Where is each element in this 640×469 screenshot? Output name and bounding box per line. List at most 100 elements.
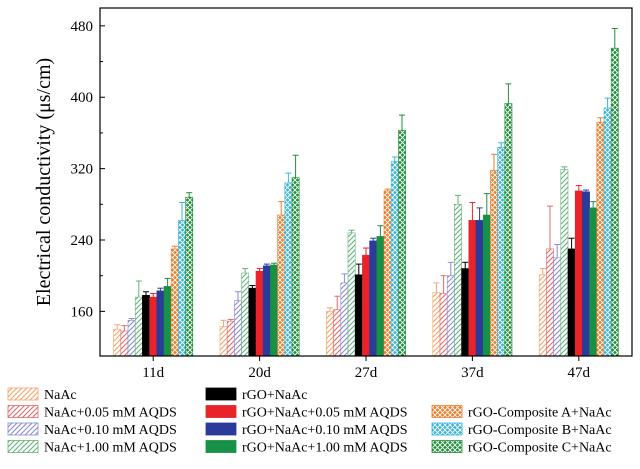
error-bar-rgo-naac-1-00-mm-aqds-47d bbox=[590, 201, 597, 208]
error-bar-rgo-composite-a-naac-27d bbox=[384, 188, 391, 191]
error-bar-rgo-composite-c-naac-37d bbox=[505, 83, 512, 104]
axis-layer: 11d 20d 27d 37d 47d 160 240 320 400 480 Electrical… bbox=[33, 7, 633, 381]
bar-rgo-composite-b-naac-37d bbox=[497, 146, 506, 357]
error-bar-naac-20d bbox=[220, 319, 227, 327]
legend-item-rgo-naac: rGO+NaAc bbox=[205, 387, 307, 403]
y-tick-label-400: 400 bbox=[71, 90, 94, 106]
legend-label-rgo-composite-a-naac: rGO-Composite A+NaAc bbox=[468, 406, 612, 421]
bar-rgo-naac-47d bbox=[567, 248, 576, 357]
bar-rgo-composite-b-naac-20d bbox=[284, 182, 293, 357]
bar-naac-1-00-mm-aqds-37d bbox=[454, 204, 462, 357]
bar-rgo-composite-b-naac-47d bbox=[603, 107, 612, 357]
error-bar-rgo-naac-20d bbox=[249, 285, 256, 289]
bar-naac-27d bbox=[326, 311, 334, 357]
legend-item-naac: NaAc bbox=[7, 387, 77, 403]
error-bar-rgo-composite-b-naac-11d bbox=[179, 202, 185, 221]
error-bar-naac-0-05-mm-aqds-47d bbox=[547, 205, 553, 249]
error-bar-rgo-composite-a-naac-20d bbox=[278, 201, 285, 216]
bar-rgo-naac-1-00-mm-aqds-37d bbox=[482, 214, 491, 357]
bar-rgo-composite-a-naac-27d bbox=[383, 190, 392, 357]
bar-rgo-naac-0-10-mm-aqds-47d bbox=[582, 191, 590, 357]
legend-swatch-naac-0-05-mm-aqds bbox=[7, 405, 39, 418]
error-bar-rgo-composite-c-naac-47d bbox=[611, 28, 618, 49]
error-bar-naac-0-10-mm-aqds-20d bbox=[235, 291, 241, 301]
bar-rgo-naac-1-00-mm-aqds-47d bbox=[589, 207, 598, 357]
legend-label-rgo-naac-0-10-mm-aqds: rGO+NaAc+0.10 mM AQDS bbox=[242, 423, 408, 438]
error-bar-naac-11d bbox=[114, 324, 121, 330]
error-bar-rgo-naac-1-00-mm-aqds-20d bbox=[271, 262, 277, 265]
x-tick-label-47d: 47d bbox=[568, 365, 591, 381]
error-bar-rgo-naac-0-05-mm-aqds-27d bbox=[363, 247, 369, 256]
legend-swatch-naac-0-10-mm-aqds bbox=[7, 422, 39, 436]
bar-naac-0-10-mm-aqds-37d bbox=[446, 275, 455, 357]
error-bar-rgo-naac-0-10-mm-aqds-27d bbox=[370, 237, 377, 241]
error-bar-naac-0-05-mm-aqds-11d bbox=[121, 325, 128, 332]
error-bar-naac-27d bbox=[327, 307, 333, 312]
bar-rgo-naac-0-05-mm-aqds-47d bbox=[574, 190, 583, 357]
error-bar-naac-37d bbox=[433, 282, 440, 293]
bar-rgo-naac-1-00-mm-aqds-20d bbox=[270, 264, 278, 357]
bar-rgo-naac-0-10-mm-aqds-11d bbox=[156, 290, 165, 357]
legend-swatch-rgo-naac bbox=[205, 387, 237, 401]
error-bar-naac-0-05-mm-aqds-20d bbox=[227, 318, 234, 322]
bar-rgo-naac-0-10-mm-aqds-27d bbox=[369, 240, 378, 357]
error-bar-rgo-naac-0-10-mm-aqds-47d bbox=[583, 189, 589, 192]
legend-item-naac-0-05-mm-aqds: NaAc+0.05 mM AQDS bbox=[7, 405, 177, 421]
legend-label-rgo-naac-0-05-mm-aqds: rGO+NaAc+0.05 mM AQDS bbox=[242, 406, 408, 421]
y-tick-label-160: 160 bbox=[71, 304, 94, 320]
legend-label-naac-0-05-mm-aqds: NaAc+0.05 mM AQDS bbox=[44, 406, 177, 421]
legend-swatch-rgo-composite-b-naac bbox=[431, 422, 463, 436]
legend-swatch-rgo-composite-c-naac bbox=[431, 440, 463, 453]
error-bar-rgo-composite-c-naac-27d bbox=[399, 114, 405, 131]
legend-label-rgo-composite-c-naac: rGO-Composite C+NaAc bbox=[468, 441, 612, 456]
bar-rgo-composite-a-naac-11d bbox=[170, 248, 179, 357]
bar-naac-37d bbox=[432, 292, 441, 357]
error-bar-rgo-naac-47d bbox=[568, 237, 575, 249]
bar-naac-0-05-mm-aqds-37d bbox=[439, 293, 448, 357]
error-bar-naac-0-05-mm-aqds-27d bbox=[334, 295, 341, 310]
legend-item-rgo-composite-b-naac: rGO-Composite B+NaAc bbox=[431, 422, 612, 438]
y-tick-label-320: 320 bbox=[71, 162, 94, 178]
error-bar-rgo-naac-1-00-mm-aqds-27d bbox=[377, 225, 384, 237]
bar-naac-0-10-mm-aqds-27d bbox=[340, 282, 349, 357]
bar-naac-0-05-mm-aqds-27d bbox=[333, 309, 342, 357]
error-bar-rgo-naac-0-05-mm-aqds-11d bbox=[150, 293, 157, 298]
bar-naac-0-10-mm-aqds-47d bbox=[553, 257, 562, 357]
error-bar-naac-47d bbox=[539, 268, 546, 275]
bar-rgo-naac-0-05-mm-aqds-27d bbox=[362, 254, 370, 357]
error-bar-rgo-naac-0-10-mm-aqds-11d bbox=[157, 287, 164, 291]
bar-naac-20d bbox=[219, 326, 228, 357]
legend-swatch-naac bbox=[7, 387, 39, 401]
legend-swatch-rgo-naac-0-05-mm-aqds bbox=[205, 405, 237, 418]
error-bar-naac-0-10-mm-aqds-27d bbox=[341, 273, 348, 283]
error-bar-rgo-composite-c-naac-20d bbox=[292, 154, 299, 178]
bar-rgo-composite-c-naac-37d bbox=[504, 103, 513, 357]
error-bar-rgo-composite-b-naac-20d bbox=[285, 172, 292, 183]
legend-label-naac-1-00-mm-aqds: NaAc+1.00 mM AQDS bbox=[44, 441, 177, 456]
bar-naac-1-00-mm-aqds-20d bbox=[241, 272, 250, 357]
plot-frame bbox=[99, 7, 633, 357]
bar-rgo-naac-0-05-mm-aqds-11d bbox=[149, 296, 158, 357]
bar-naac-0-05-mm-aqds-11d bbox=[120, 330, 129, 357]
error-bar-rgo-composite-a-naac-37d bbox=[491, 153, 497, 171]
bar-naac-0-10-mm-aqds-11d bbox=[127, 320, 136, 357]
legend-label-rgo-naac-1-00-mm-aqds: rGO+NaAc+1.00 mM AQDS bbox=[242, 441, 408, 456]
bar-rgo-naac-37d bbox=[461, 268, 470, 357]
y-tick-label-480: 480 bbox=[71, 19, 94, 35]
error-bar-rgo-naac-37d bbox=[462, 261, 469, 269]
bar-rgo-composite-b-naac-11d bbox=[178, 220, 186, 357]
error-bar-rgo-composite-b-naac-37d bbox=[498, 142, 505, 148]
y-axis-label: Electrical conductivity (μs/cm) bbox=[33, 58, 55, 306]
legend-label-rgo-naac: rGO+NaAc bbox=[242, 388, 307, 403]
x-tick-label-27d: 27d bbox=[355, 365, 378, 381]
legend-swatch-naac-1-00-mm-aqds bbox=[7, 440, 39, 453]
legend-item-rgo-naac-0-10-mm-aqds: rGO+NaAc+0.10 mM AQDS bbox=[205, 422, 408, 438]
error-bar-rgo-composite-c-naac-11d bbox=[186, 192, 193, 198]
bar-rgo-naac-0-10-mm-aqds-37d bbox=[475, 220, 484, 357]
bar-rgo-naac-0-05-mm-aqds-37d bbox=[468, 220, 477, 357]
error-bar-rgo-naac-27d bbox=[355, 263, 362, 275]
legend-item-naac-1-00-mm-aqds: NaAc+1.00 mM AQDS bbox=[7, 440, 177, 456]
x-tick-label-11d: 11d bbox=[142, 365, 164, 381]
bar-naac-1-00-mm-aqds-27d bbox=[347, 232, 356, 357]
